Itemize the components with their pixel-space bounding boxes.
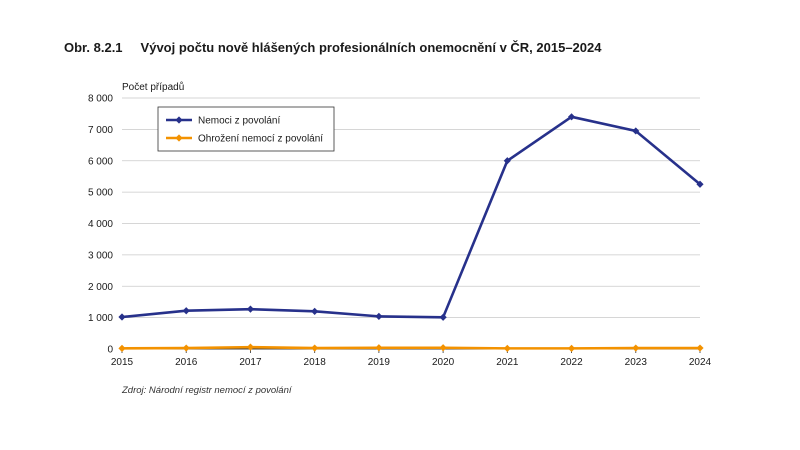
- data-point-1-2019: [375, 312, 383, 320]
- data-point-2-2021: [503, 344, 511, 352]
- source-note: Zdroj: Národní registr nemocí z povolání: [122, 385, 292, 396]
- data-point-1-2022: [567, 113, 576, 121]
- data-point-2-2016: [182, 344, 190, 352]
- x-tick-label-2020: 2020: [432, 357, 455, 368]
- legend: Nemoci z povolání Ohrožení nemocí z povol…: [157, 106, 335, 152]
- legend-label-2: Ohrožení nemocí z povolání: [198, 134, 323, 145]
- x-tick-label-2016: 2016: [175, 357, 198, 368]
- legend-swatch-marker-2: [175, 134, 183, 142]
- figure-title: Obr. 8.2.1 Vývoj počtu nově hlášených pro…: [64, 40, 601, 55]
- series-line-2: [121, 345, 700, 350]
- y-tick-label-0: 0: [107, 345, 113, 356]
- y-tick-label-4000: 4 000: [88, 219, 113, 230]
- data-point-2-2018: [311, 344, 319, 352]
- y-tick-label-3000: 3 000: [88, 250, 113, 261]
- series-layer: [118, 113, 704, 352]
- axes: [121, 348, 701, 353]
- y-tick-labels: 0 1 000 2 000 3 000 4 000 5 000 6 000 7 000 8 00…: [88, 94, 113, 356]
- data-point-2-2019: [375, 344, 383, 352]
- data-point-1-2017: [246, 305, 255, 313]
- series-line-1: [121, 115, 701, 319]
- data-point-2-2020: [439, 344, 447, 352]
- legend-swatch-marker-1: [175, 116, 183, 124]
- x-tick-label-2023: 2023: [625, 357, 648, 368]
- data-point-2-2015: [118, 344, 126, 352]
- series-2: [118, 343, 704, 352]
- figure-title-text: Vývoj počtu nově hlášených profesionální…: [140, 40, 602, 55]
- y-axis-label: Počet případů: [122, 81, 184, 93]
- data-point-1-2018: [311, 307, 319, 315]
- legend-label-1: Nemoci z povolání: [198, 116, 280, 127]
- series-1: [118, 113, 704, 321]
- figure-number: Obr. 8.2.1: [64, 40, 123, 55]
- data-point-1-2023: [632, 127, 640, 135]
- x-tick-label-2022: 2022: [560, 357, 583, 368]
- y-tick-label-5000: 5 000: [88, 188, 113, 199]
- grid-lines: [122, 97, 700, 319]
- data-point-2-2023: [632, 344, 640, 352]
- data-point-1-2024: [696, 180, 704, 188]
- y-tick-label-2000: 2 000: [88, 282, 113, 293]
- x-tick-labels: 2015 2016 2017 2018 2019 2020 2021 2022 2023 2024: [111, 357, 712, 368]
- data-point-1-2015: [118, 313, 126, 321]
- x-tick-label-2019: 2019: [368, 357, 391, 368]
- data-point-2-2017: [246, 343, 255, 351]
- data-point-1-2020: [439, 313, 447, 321]
- y-tick-label-1000: 1 000: [88, 313, 113, 324]
- y-tick-label-7000: 7 000: [88, 125, 113, 136]
- x-tick-label-2017: 2017: [239, 357, 262, 368]
- data-point-1-2016: [182, 307, 190, 315]
- legend-box: [157, 106, 335, 152]
- data-point-2-2024: [696, 344, 704, 352]
- y-tick-label-6000: 6 000: [88, 156, 113, 167]
- x-tick-label-2021: 2021: [496, 357, 519, 368]
- x-tick-label-2015: 2015: [111, 357, 134, 368]
- y-tick-label-8000: 8 000: [88, 94, 113, 105]
- data-point-2-2022: [567, 344, 576, 352]
- data-point-1-2021: [503, 157, 511, 165]
- x-tick-label-2024: 2024: [689, 357, 712, 368]
- x-tick-label-2018: 2018: [304, 357, 327, 368]
